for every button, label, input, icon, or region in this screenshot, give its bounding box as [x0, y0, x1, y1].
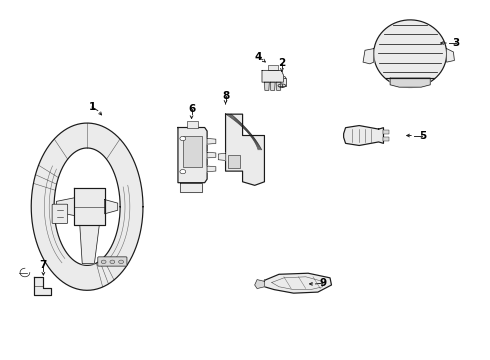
Polygon shape: [34, 277, 50, 295]
Circle shape: [180, 136, 186, 141]
Polygon shape: [276, 82, 281, 90]
Polygon shape: [56, 198, 74, 216]
FancyBboxPatch shape: [183, 136, 202, 167]
Text: 7: 7: [40, 260, 47, 270]
Polygon shape: [390, 78, 430, 87]
Polygon shape: [207, 166, 216, 172]
Polygon shape: [207, 139, 216, 144]
FancyBboxPatch shape: [384, 130, 389, 134]
Polygon shape: [265, 82, 270, 90]
Polygon shape: [178, 127, 207, 183]
Polygon shape: [270, 82, 275, 90]
Polygon shape: [104, 199, 118, 214]
FancyBboxPatch shape: [98, 257, 127, 266]
Circle shape: [119, 260, 123, 264]
FancyBboxPatch shape: [52, 204, 68, 224]
Polygon shape: [363, 49, 374, 64]
Text: 6: 6: [188, 104, 195, 114]
FancyBboxPatch shape: [228, 155, 240, 167]
Text: 8: 8: [222, 91, 229, 102]
Polygon shape: [31, 123, 143, 290]
Ellipse shape: [278, 76, 286, 80]
FancyBboxPatch shape: [187, 121, 198, 127]
Circle shape: [180, 170, 186, 174]
Polygon shape: [180, 183, 202, 192]
Polygon shape: [255, 280, 265, 288]
Polygon shape: [225, 114, 265, 185]
Polygon shape: [343, 126, 384, 145]
Polygon shape: [262, 71, 283, 82]
Ellipse shape: [278, 84, 286, 87]
Polygon shape: [80, 225, 99, 264]
Text: 2: 2: [278, 58, 286, 68]
Text: 1: 1: [88, 102, 96, 112]
Polygon shape: [262, 273, 331, 293]
FancyBboxPatch shape: [384, 137, 389, 141]
Polygon shape: [74, 188, 104, 225]
Polygon shape: [374, 20, 446, 87]
Text: 3: 3: [453, 38, 460, 48]
Polygon shape: [446, 49, 454, 62]
Polygon shape: [207, 152, 216, 158]
FancyBboxPatch shape: [268, 66, 277, 71]
FancyBboxPatch shape: [278, 78, 286, 86]
Text: 4: 4: [254, 52, 262, 62]
Circle shape: [110, 260, 115, 264]
Text: 9: 9: [319, 278, 326, 288]
Text: 5: 5: [418, 131, 426, 140]
Polygon shape: [218, 153, 225, 161]
Circle shape: [101, 260, 106, 264]
